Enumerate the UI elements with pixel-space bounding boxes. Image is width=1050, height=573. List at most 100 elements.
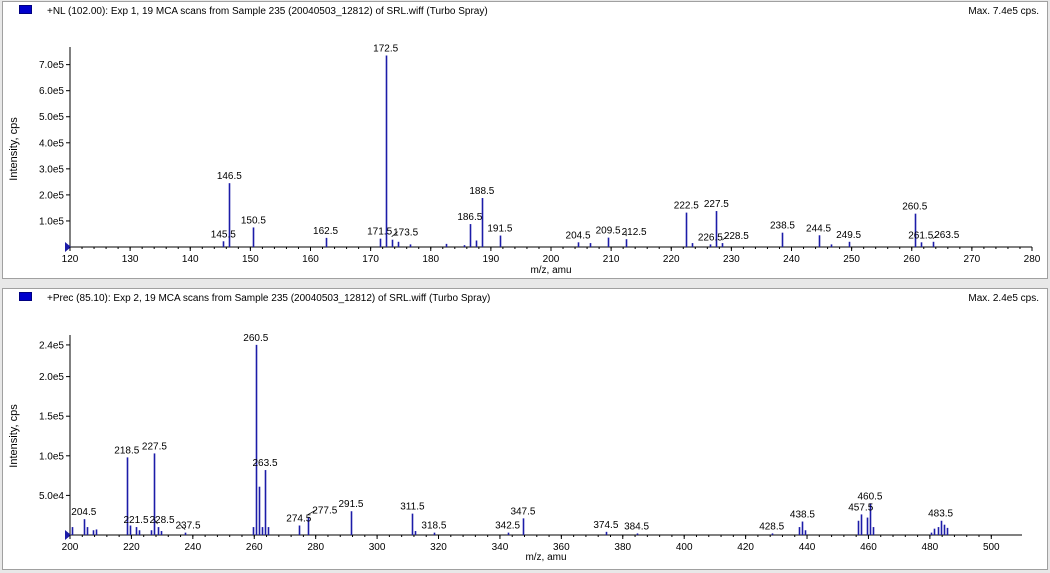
x-tick-label: 220 (663, 254, 680, 265)
origin-marker-icon (65, 242, 71, 252)
peak-annotation: 228.5 (724, 231, 749, 242)
peak-annotation: 263.5 (252, 458, 277, 469)
peak-annotation: 274.5 (286, 513, 311, 524)
peak-annotation: 318.5 (421, 521, 446, 532)
peak-annotation: 162.5 (313, 226, 338, 237)
x-tick-label: 140 (182, 254, 199, 265)
spectrum-plot[interactable]: 120 130 140 150 160 170 180 190 200 210 220 230 240 2… (3, 2, 1047, 278)
y-tick-label: 3.0e5 (39, 164, 64, 175)
peak-annotation: 209.5 (596, 226, 621, 237)
spectrum-panel-prec: +Prec (85.10): Exp 2, 19 MCA scans from … (2, 288, 1048, 570)
y-axis-label: Intensity, cps (8, 117, 20, 181)
peak-annotation: 226.5 (698, 232, 723, 243)
peak-annotation: 244.5 (806, 223, 831, 234)
peak-annotation: 384.5 (624, 521, 649, 532)
y-tick-label: 4.0e5 (39, 138, 64, 149)
peak-annotation: 218.5 (114, 445, 139, 456)
peak-annotation: 221.5 (124, 515, 149, 526)
series-marker-icon[interactable] (19, 292, 32, 301)
y-axis-label: Intensity, cps (8, 404, 20, 468)
x-tick-label: 200 (543, 254, 560, 265)
x-tick-label: 200 (62, 542, 79, 553)
peak-annotation: 457.5 (848, 502, 873, 513)
y-tick-label: 1.0e5 (39, 451, 64, 462)
x-tick-label: 500 (983, 542, 1000, 553)
x-tick-label: 260 (246, 542, 263, 553)
annotation-leader (722, 234, 729, 241)
x-tick-label: 180 (422, 254, 439, 265)
peak-annotation: 146.5 (217, 171, 242, 182)
origin-marker-icon (65, 530, 71, 540)
y-tick-label: 2.0e5 (39, 190, 64, 201)
peak-annotation: 483.5 (928, 509, 953, 520)
annotation-leader (153, 518, 158, 525)
x-tick-label: 160 (302, 254, 319, 265)
x-tick-label: 340 (492, 542, 509, 553)
spectrum-panel-nl: +NL (102.00): Exp 1, 19 MCA scans from S… (2, 1, 1048, 279)
x-tick-label: 270 (964, 254, 981, 265)
x-tick-label: 170 (362, 254, 379, 265)
peak-annotation: 460.5 (857, 491, 882, 502)
spectrum-plot[interactable]: 200 220 240 260 280 300 320 340 360 380 400 420 440 4… (3, 289, 1047, 569)
x-tick-label: 380 (614, 542, 631, 553)
peak-annotation: 191.5 (487, 224, 512, 235)
peak-annotation: 173.5 (393, 228, 418, 239)
y-tick-label: 6.0e5 (39, 86, 64, 97)
peak-annotation: 172.5 (373, 44, 398, 55)
peak-annotation: 260.5 (902, 202, 927, 213)
peak-annotation: 249.5 (836, 230, 861, 241)
y-tick-label: 1.5e5 (39, 412, 64, 423)
peak-annotation: 311.5 (400, 502, 425, 513)
peak-annotation: 291.5 (338, 499, 363, 510)
peak-annotation: 261.5 (908, 230, 933, 241)
peak-annotation: 277.5 (312, 506, 337, 517)
y-tick-label: 2.0e5 (39, 372, 64, 383)
x-axis-label: m/z, amu (525, 552, 566, 563)
peak-annotation: 204.5 (566, 230, 591, 241)
x-tick-label: 320 (430, 542, 447, 553)
peak-annotation: 145.5 (211, 229, 236, 240)
x-tick-label: 240 (184, 542, 201, 553)
max-intensity-label: Max. 7.4e5 cps. (968, 6, 1039, 17)
x-tick-label: 480 (922, 542, 939, 553)
max-intensity-label: Max. 2.4e5 cps. (968, 293, 1039, 304)
series-marker-icon[interactable] (19, 5, 32, 14)
x-tick-label: 360 (553, 542, 570, 553)
y-tick-label: 2.4e5 (39, 340, 64, 351)
x-tick-label: 460 (860, 542, 877, 553)
x-tick-label: 300 (369, 542, 386, 553)
x-tick-label: 120 (62, 254, 79, 265)
x-tick-label: 400 (676, 542, 693, 553)
y-tick-label: 5.0e5 (39, 112, 64, 123)
peak-annotation: 171.5 (367, 227, 392, 238)
peak-annotation: 227.5 (704, 199, 729, 210)
peak-annotation: 260.5 (243, 333, 268, 344)
peak-annotation: 438.5 (790, 510, 815, 521)
peak-annotation: 428.5 (759, 521, 784, 532)
panel-title: +Prec (85.10): Exp 2, 19 MCA scans from … (47, 293, 491, 304)
x-tick-label: 260 (903, 254, 920, 265)
peak-annotation: 188.5 (469, 186, 494, 197)
x-tick-label: 250 (843, 254, 860, 265)
x-tick-label: 240 (783, 254, 800, 265)
x-tick-label: 210 (603, 254, 620, 265)
annotation-leader (391, 231, 398, 237)
y-tick-label: 7.0e5 (39, 60, 64, 71)
peak-annotation: 263.5 (934, 230, 959, 241)
panel-title: +NL (102.00): Exp 1, 19 MCA scans from S… (47, 6, 488, 17)
annotation-leader (932, 233, 939, 240)
peak-annotation: 150.5 (241, 215, 266, 226)
y-tick-label: 1.0e5 (39, 216, 64, 227)
x-tick-label: 280 (1024, 254, 1041, 265)
annotation-leader (179, 524, 186, 530)
peak-annotation: 227.5 (142, 441, 167, 452)
peak-annotation: 204.5 (71, 507, 96, 518)
x-tick-label: 150 (242, 254, 259, 265)
peak-annotation: 228.5 (150, 515, 175, 526)
x-axis-label: m/z, amu (530, 265, 571, 276)
peak-annotation: 374.5 (593, 520, 618, 531)
peak-annotation: 186.5 (457, 212, 482, 223)
x-tick-label: 130 (122, 254, 139, 265)
annotation-leader (307, 509, 317, 515)
y-tick-label: 5.0e4 (39, 491, 64, 502)
